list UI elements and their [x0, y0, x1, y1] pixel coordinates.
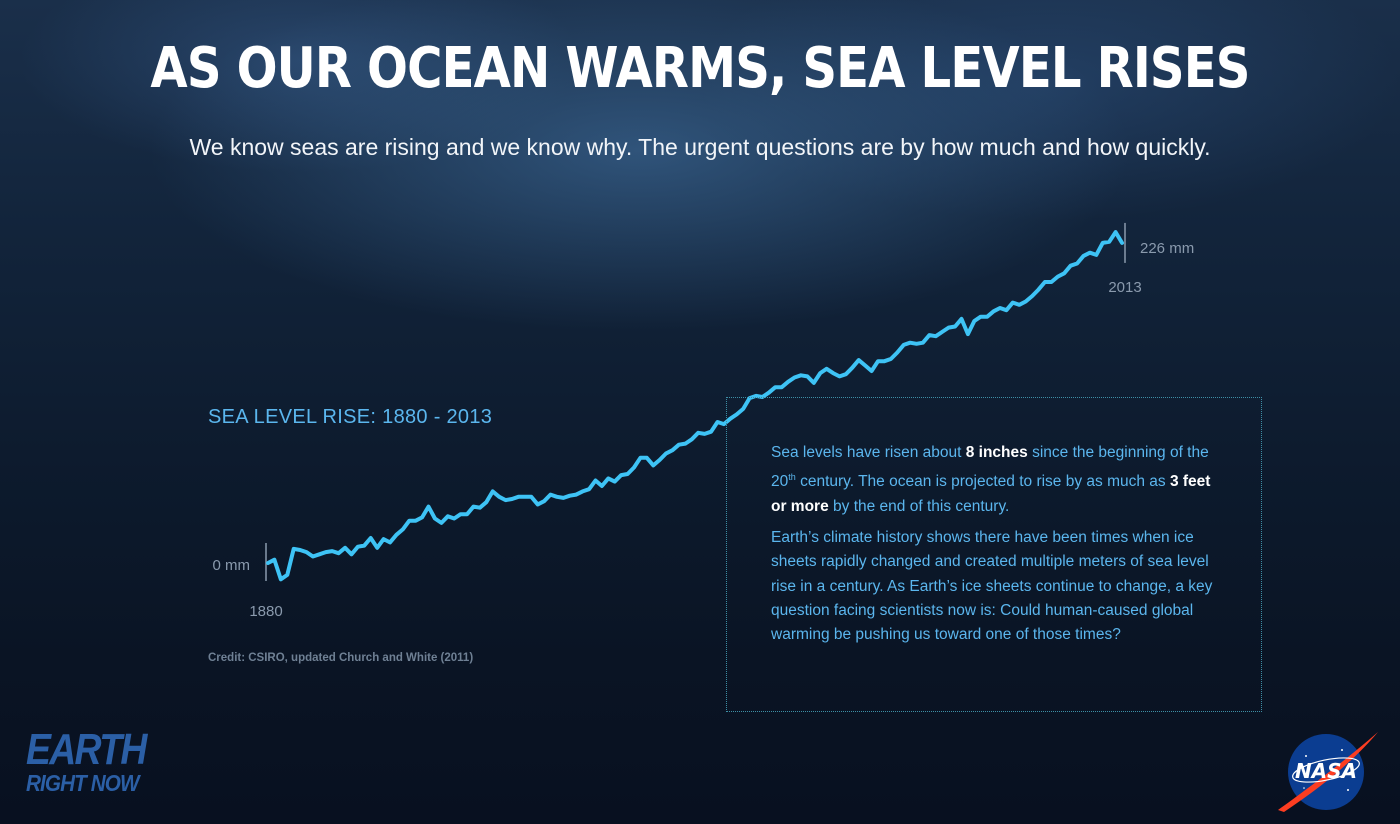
info-paragraph-2: Earth’s climate history shows there have…: [771, 529, 1213, 644]
end-value-label: 226 mm: [1140, 240, 1194, 257]
nasa-logo-icon: NASA: [1278, 732, 1378, 812]
page-title: AS OUR OCEAN WARMS, SEA LEVEL RISES: [150, 36, 1250, 101]
end-year-label: 2013: [1108, 279, 1141, 296]
info-text: century. The ocean is projected to rise …: [795, 473, 1170, 491]
start-year-label: 1880: [249, 603, 282, 620]
sea-level-line: [266, 230, 1124, 582]
info-text: Sea levels have risen about: [771, 444, 966, 461]
chart-heading: SEA LEVEL RISE: 1880 - 2013: [208, 406, 493, 428]
info-paragraph-1: Sea levels have risen about 8 inches sin…: [771, 441, 1226, 519]
earth-right-now-line2: RIGHT NOW: [26, 770, 140, 796]
page-subtitle: We know seas are rising and we know why.…: [189, 134, 1211, 160]
start-value-label: 0 mm: [213, 557, 251, 574]
ordinal-suffix: th: [788, 472, 796, 483]
earth-right-now-logo: EARTH RIGHT NOW: [26, 728, 167, 795]
info-text: by the end of this century.: [828, 497, 1010, 515]
info-text: since the beginning of the 20: [771, 444, 1209, 491]
info-highlight: 3 feet or more: [771, 473, 1211, 515]
chart-credit: Credit: CSIRO, updated Church and White …: [208, 652, 474, 664]
info-highlight: 8 inches: [965, 444, 1028, 461]
nasa-wordmark: NASA: [1295, 759, 1357, 783]
info-box: Sea levels have risen about 8 inches sin…: [726, 397, 1262, 712]
earth-right-now-line1: EARTH: [26, 725, 147, 774]
